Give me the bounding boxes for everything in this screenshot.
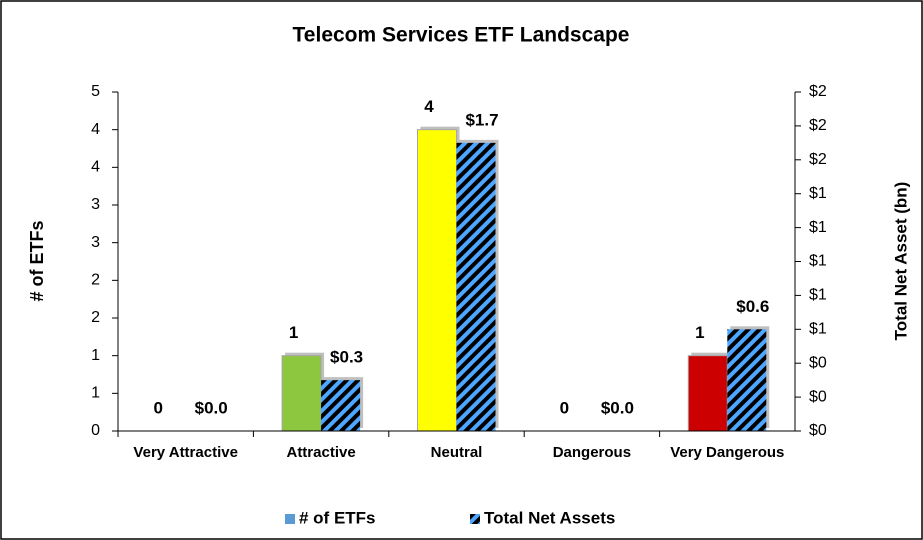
y2-tick-label: $2 — [809, 151, 827, 168]
y2-tick-label: $1 — [809, 185, 827, 202]
y2-tick-label: $0 — [809, 422, 827, 439]
y-tick-label: 0 — [91, 422, 100, 439]
data-label: $0.6 — [736, 297, 769, 316]
legend-marker — [285, 514, 295, 524]
data-label: $0.3 — [330, 348, 363, 367]
data-label: 1 — [695, 323, 704, 342]
bar — [321, 380, 361, 431]
y-tick-label: 2 — [91, 309, 100, 326]
y2-tick-label: $0 — [809, 388, 827, 405]
x-tick-label: Very Dangerous — [670, 444, 785, 461]
y2-tick-label: $2 — [809, 117, 827, 134]
legend-label: # of ETFs — [299, 508, 376, 527]
x-tick-label: Dangerous — [552, 444, 632, 461]
y-axis-title: # of ETFs — [27, 220, 47, 301]
y2-axis-title: Total Net Asset (bn) — [891, 182, 910, 341]
data-label: 4 — [424, 97, 434, 116]
y-tick-label: 3 — [91, 196, 100, 213]
y-tick-label: 4 — [91, 159, 100, 176]
bar — [417, 129, 457, 432]
y2-tick-label: $1 — [809, 287, 827, 304]
y-tick-label: 3 — [91, 234, 100, 251]
bar — [456, 142, 496, 431]
data-label: 0 — [153, 398, 162, 417]
legend-marker — [470, 514, 480, 524]
x-tick-label: Very Attractive — [133, 444, 238, 461]
y-tick-label: 1 — [91, 347, 100, 364]
bar — [727, 329, 767, 431]
data-label: $0.0 — [195, 398, 228, 417]
y2-tick-label: $1 — [809, 321, 827, 338]
y2-tick-label: $1 — [809, 253, 827, 270]
y-tick-label: 5 — [91, 83, 100, 100]
y-tick-label: 4 — [91, 121, 100, 138]
legend-label: Total Net Assets — [484, 508, 615, 527]
chart-title: Telecom Services ETF Landscape — [293, 24, 630, 47]
x-tick-label: Attractive — [286, 444, 356, 461]
x-tick-label: Neutral — [430, 444, 483, 461]
y2-tick-label: $0 — [809, 354, 827, 371]
data-label: 1 — [289, 323, 298, 342]
data-label: $1.7 — [465, 110, 498, 129]
bar — [281, 355, 322, 432]
data-label: 0 — [560, 398, 569, 417]
y2-tick-label: $1 — [809, 219, 827, 236]
y-tick-label: 1 — [91, 385, 100, 402]
data-label: $0.0 — [601, 398, 634, 417]
bar — [687, 355, 728, 432]
y-tick-label: 2 — [91, 272, 100, 289]
y2-tick-label: $2 — [809, 83, 827, 100]
